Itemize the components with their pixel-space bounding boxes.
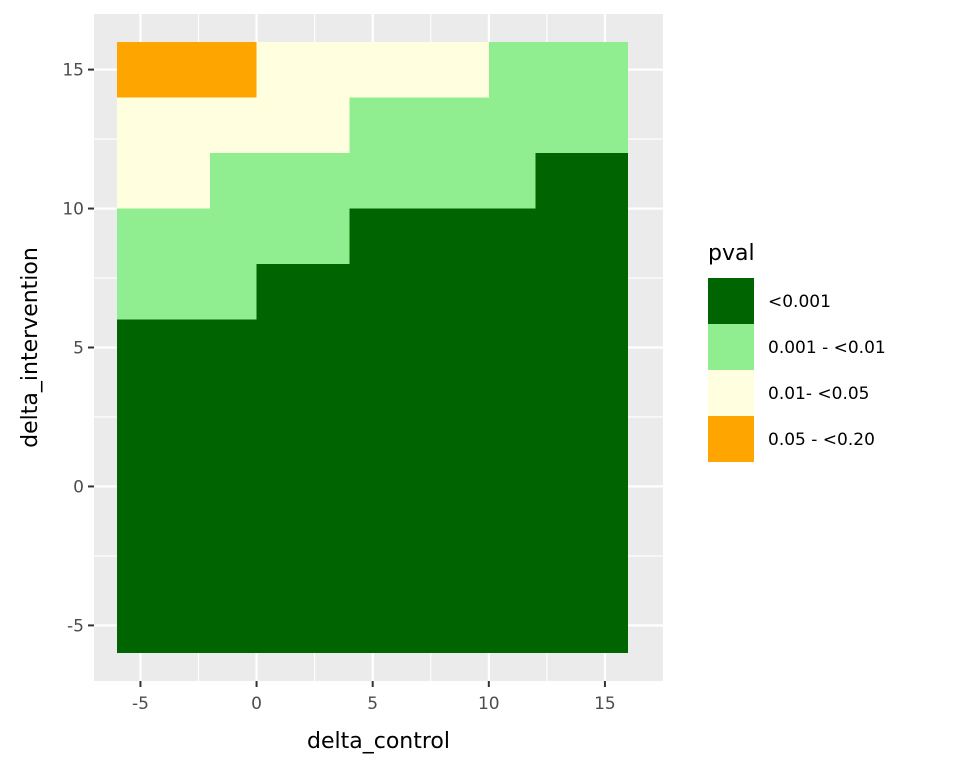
heatmap-tiles [117, 41, 629, 654]
legend-title: pval [708, 241, 755, 266]
heatmap-tile [117, 97, 350, 153]
heatmap-tile [488, 41, 629, 98]
y-axis: -5 0 5 10 15 [62, 61, 94, 636]
heatmap-tile [117, 152, 211, 209]
legend-key [708, 278, 754, 324]
heatmap-tile [117, 319, 629, 654]
legend-label: <0.001 [768, 292, 831, 312]
legend-label: 0.05 - <0.20 [768, 430, 875, 450]
heatmap-tile [256, 264, 629, 320]
heatmap-tile [210, 152, 536, 209]
x-tick-label: -5 [132, 694, 149, 714]
x-tick-label: 15 [594, 694, 616, 714]
legend: pval <0.001 0.001 - <0.01 0.01- <0.05 0.05 … [708, 241, 886, 462]
legend-label: 0.01- <0.05 [768, 384, 870, 404]
y-axis-title: delta_intervention [18, 247, 43, 448]
heatmap-tile [349, 208, 629, 265]
legend-key [708, 324, 754, 370]
legend-key [708, 416, 754, 462]
legend-key [708, 370, 754, 416]
heatmap-tile [117, 264, 257, 320]
heatmap-tile [117, 208, 350, 265]
y-tick-label: 10 [62, 200, 84, 220]
heatmap-tile [349, 97, 629, 153]
legend-entries: <0.001 0.001 - <0.01 0.01- <0.05 0.05 - <0.… [708, 278, 886, 462]
heatmap-tile [117, 41, 257, 98]
y-tick-label: -5 [67, 616, 84, 636]
x-tick-label: 10 [478, 694, 500, 714]
y-tick-label: 15 [62, 61, 84, 81]
y-tick-label: 0 [73, 477, 84, 497]
legend-label: 0.001 - <0.01 [768, 338, 886, 358]
x-axis: -5 0 5 10 15 [132, 681, 616, 714]
x-tick-label: 5 [367, 694, 378, 714]
heatmap-tile [535, 152, 629, 209]
y-tick-label: 5 [73, 339, 84, 359]
heatmap-tile [256, 41, 489, 98]
x-tick-label: 0 [251, 694, 262, 714]
x-axis-title: delta_control [307, 729, 450, 754]
